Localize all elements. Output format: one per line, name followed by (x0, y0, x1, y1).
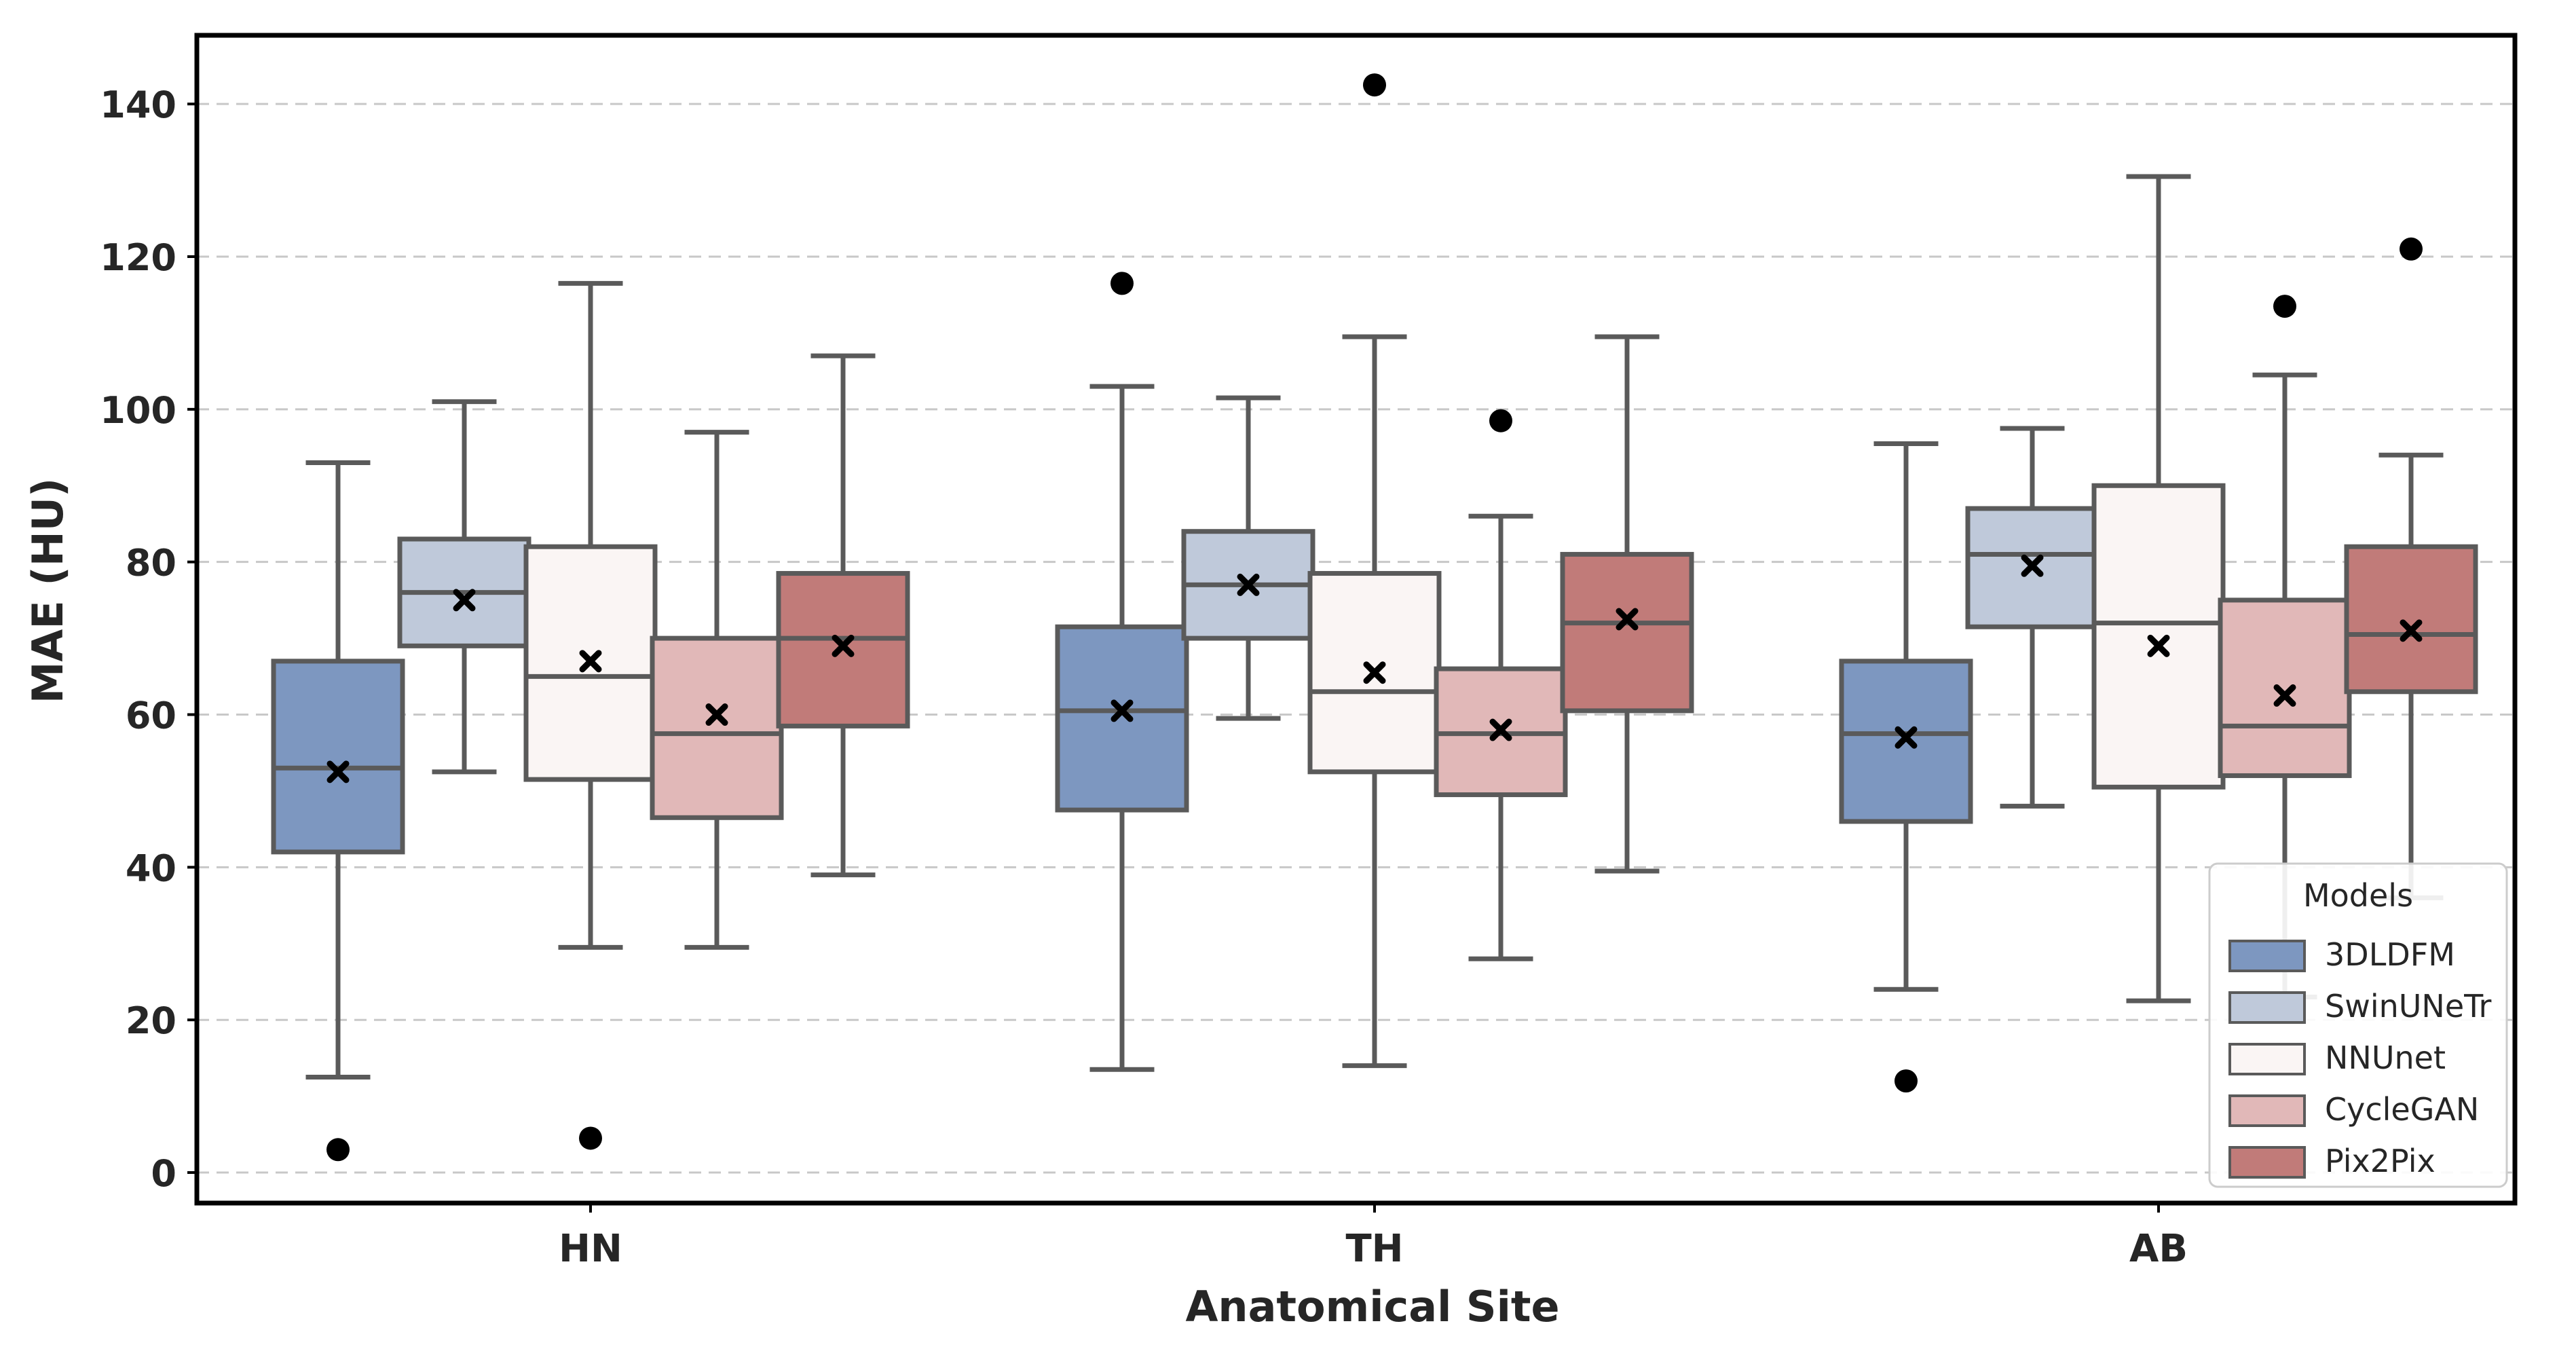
mean-marker (579, 650, 602, 673)
y-tick-label: 0 (151, 1152, 176, 1195)
mean-marker (2147, 634, 2170, 657)
outlier-point (326, 1138, 350, 1162)
mean-marker (1894, 726, 1918, 749)
box-Pix2Pix-HN (776, 353, 910, 878)
legend-label-Pix2Pix: Pix2Pix (2325, 1143, 2435, 1179)
box-SwinUNeTr-TH (1181, 395, 1315, 721)
mean-marker (1363, 661, 1386, 684)
mean-marker (326, 760, 350, 783)
y-tick-label: 60 (126, 695, 176, 737)
y-axis-title: MAE (HU) (23, 478, 73, 704)
legend-label-CycleGAN: CycleGAN (2325, 1091, 2479, 1128)
legend-label-NNUnet: NNUnet (2325, 1039, 2446, 1076)
mean-marker (1489, 718, 1512, 741)
legend-swatch-SwinUNeTr (2228, 991, 2306, 1024)
box-3DLDFM-AB (1839, 441, 1973, 1093)
y-tick-label: 140 (100, 84, 176, 126)
legend-swatch-Pix2Pix (2228, 1146, 2306, 1179)
y-tick-label: 120 (100, 236, 176, 279)
outlier-point (2400, 237, 2423, 261)
y-tick-label: 40 (126, 847, 176, 889)
outlier-point (579, 1126, 602, 1150)
outlier-point (1894, 1069, 1918, 1093)
outlier-point (1110, 272, 1134, 295)
outlier-point (1489, 409, 1512, 432)
iqr-box (2091, 483, 2226, 790)
iqr-box (2344, 544, 2478, 695)
legend-title: Models (2303, 877, 2413, 914)
x-tick-label: HN (559, 1227, 622, 1271)
legend-label-3DLDFM: 3DLDFM (2325, 936, 2455, 973)
y-tick-label: 100 (100, 389, 176, 432)
mean-marker (1237, 573, 1260, 596)
mean-marker (2400, 619, 2423, 642)
iqr-box (1560, 551, 1694, 714)
x-tick-label: AB (2129, 1227, 2188, 1271)
box-3DLDFM-TH (1055, 272, 1189, 1072)
box-Pix2Pix-TH (1560, 334, 1694, 874)
mean-marker (1110, 699, 1134, 722)
box-NNUnet-AB (2091, 174, 2226, 1003)
iqr-box (271, 659, 405, 855)
box-SwinUNeTr-AB (1965, 426, 2099, 809)
x-tick-label: TH (1345, 1227, 1403, 1271)
x-axis-title: Anatomical Site (1185, 1282, 1559, 1331)
y-tick-label: 80 (126, 542, 176, 585)
mean-marker (1616, 608, 1639, 631)
box-CycleGAN-TH (1434, 409, 1568, 961)
plot-frame (194, 33, 2518, 1206)
legend-swatch-3DLDFM (2228, 940, 2306, 972)
mean-marker (705, 703, 728, 726)
legend-swatch-CycleGAN (2228, 1094, 2306, 1127)
iqr-box (1055, 624, 1189, 813)
y-tick-label: 20 (126, 999, 176, 1042)
mean-marker (2273, 684, 2296, 707)
legend-label-SwinUNeTr: SwinUNeTr (2325, 988, 2491, 1025)
y-axis-ticks: 0 20 40 60 80 100 120 140 (100, 84, 197, 1195)
outlier-point (1363, 73, 1386, 97)
box-3DLDFM-HN (271, 460, 405, 1162)
mean-marker (832, 634, 855, 657)
x-axis-ticks: HN TH AB (559, 1203, 2188, 1271)
outlier-point (2273, 295, 2296, 318)
iqr-box (2218, 597, 2352, 778)
mean-marker (453, 589, 476, 612)
legend: Models 3DLDFM SwinUNeTr NNUnet CycleGAN Pix2… (2208, 862, 2508, 1188)
iqr-box (650, 635, 784, 820)
box-NNUnet-TH (1307, 73, 1442, 1069)
mean-marker (2021, 554, 2044, 577)
box-NNUnet-HN (523, 280, 658, 1150)
legend-swatch-NNUnet (2228, 1043, 2306, 1075)
